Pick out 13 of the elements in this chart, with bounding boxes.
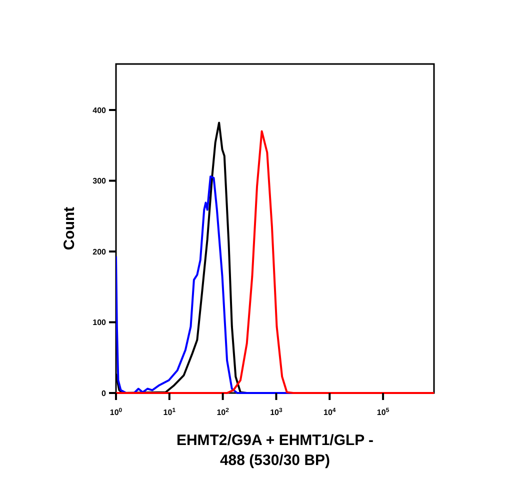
x-tick-label: 10$^{4}$	[324, 407, 336, 417]
y-tick-label: 0	[102, 388, 107, 398]
x-tick-label: 10$^{3}$	[270, 407, 284, 417]
x-tick-label: 10$^{5}$	[376, 407, 390, 417]
x-tick-label: 10$^{1}$	[163, 407, 176, 417]
y-tick-label: 300	[92, 176, 107, 186]
y-tick-label: 100	[92, 318, 107, 328]
x-tick-label: 10$^{0}$	[110, 407, 123, 417]
y-tick-label: 400	[92, 106, 107, 115]
x-axis-title: EHMT2/G9A + EHMT1/GLP - 488 (530/30 BP)	[176, 432, 374, 469]
y-tick-label: 200	[92, 247, 107, 256]
x-tick-label: 10$^{2}$	[216, 407, 230, 417]
y-axis-title: Count	[61, 206, 78, 250]
